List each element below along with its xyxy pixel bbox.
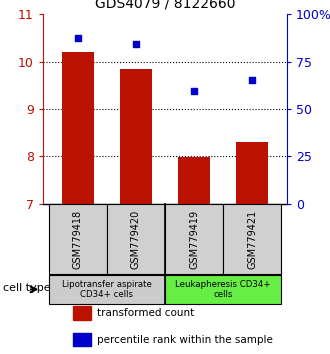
Text: percentile rank within the sample: percentile rank within the sample: [97, 335, 273, 344]
Point: [133, 41, 139, 46]
Text: GSM779420: GSM779420: [131, 209, 141, 269]
Bar: [49, 204, 107, 274]
Text: cell type: cell type: [3, 282, 51, 293]
Bar: [165, 204, 223, 274]
Text: Lipotransfer aspirate
CD34+ cells: Lipotransfer aspirate CD34+ cells: [62, 280, 152, 299]
Bar: [62, 52, 94, 204]
Bar: [223, 204, 281, 274]
Bar: [120, 69, 152, 204]
Bar: [178, 157, 210, 204]
Text: Leukapheresis CD34+
cells: Leukapheresis CD34+ cells: [175, 280, 271, 299]
Bar: [73, 333, 91, 347]
Text: transformed count: transformed count: [97, 308, 195, 318]
Bar: [107, 204, 165, 274]
Title: GDS4079 / 8122660: GDS4079 / 8122660: [95, 0, 235, 10]
Text: GSM779421: GSM779421: [247, 209, 257, 269]
Point: [191, 88, 197, 94]
Point: [75, 35, 81, 41]
Text: GSM779418: GSM779418: [73, 209, 83, 269]
Bar: [236, 142, 268, 204]
Bar: [165, 275, 281, 304]
Text: GSM779419: GSM779419: [189, 209, 199, 269]
Bar: [73, 306, 91, 320]
Bar: [49, 275, 165, 304]
Point: [249, 78, 255, 83]
